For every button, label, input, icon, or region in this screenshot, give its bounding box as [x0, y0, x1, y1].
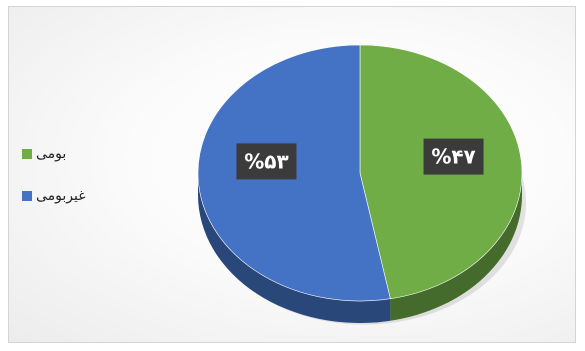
- data-label-text-0: %۴۷: [431, 145, 475, 169]
- data-label-box-0: [423, 138, 484, 175]
- data-label-1: %۵۳: [236, 143, 297, 180]
- legend-label-native: بومی: [36, 146, 67, 162]
- legend-item-native: بومی: [22, 146, 86, 162]
- pie-slice-side-0: [390, 173, 522, 321]
- pie-slice-side-1: [198, 173, 391, 323]
- legend: بومی غیربومی: [22, 146, 86, 230]
- legend-swatch-non-native: [22, 191, 32, 201]
- data-label-text-1: %۵۳: [244, 149, 288, 173]
- legend-swatch-native: [22, 149, 32, 159]
- legend-label-non-native: غیربومی: [36, 188, 86, 204]
- legend-item-non-native: غیربومی: [22, 188, 86, 204]
- data-label-0: %۴۷: [423, 138, 484, 175]
- data-label-box-1: [236, 143, 297, 180]
